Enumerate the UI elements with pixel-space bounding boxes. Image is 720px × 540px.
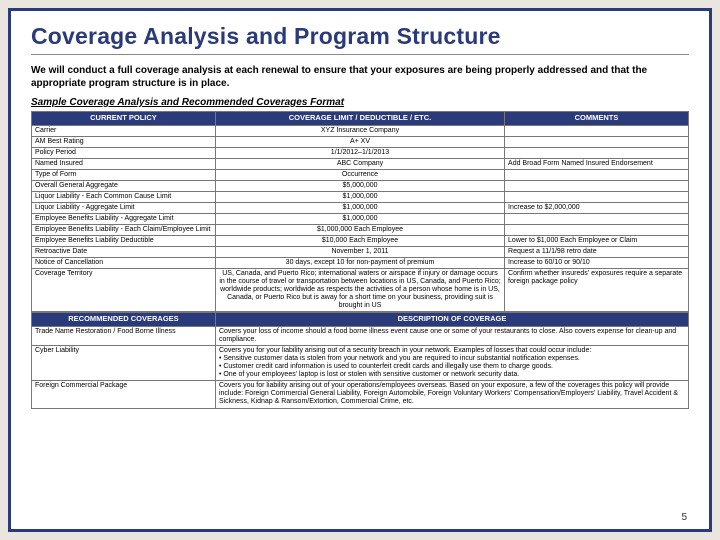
sample-caption: Sample Coverage Analysis and Recommended… xyxy=(31,97,689,108)
table-cell: Carrier xyxy=(32,125,216,136)
table-cell: $1,000,000 Each Employee xyxy=(215,225,504,236)
table-row: Policy Period1/1/2012–1/1/2013 xyxy=(32,147,689,158)
table-cell: Confirm whether insureds' exposures requ… xyxy=(505,269,689,312)
table-header: COVERAGE LIMIT / DEDUCTIBLE / ETC. xyxy=(215,112,504,126)
table-cell xyxy=(505,180,689,191)
table-cell: Increase to $2,000,000 xyxy=(505,202,689,213)
table-cell: $1,000,000 xyxy=(215,214,504,225)
table-row: Named InsuredABC CompanyAdd Broad Form N… xyxy=(32,158,689,169)
table-cell xyxy=(505,136,689,147)
table-cell xyxy=(505,147,689,158)
table-cell: Trade Name Restoration / Food Borne Illn… xyxy=(32,327,216,346)
table-cell: AM Best Rating xyxy=(32,136,216,147)
table-cell xyxy=(505,169,689,180)
table-cell: XYZ Insurance Company xyxy=(215,125,504,136)
table-cell: Covers your loss of income should a food… xyxy=(215,327,688,346)
table-cell: 30 days, except 10 for non-payment of pr… xyxy=(215,258,504,269)
table-header: RECOMMENDED COVERAGES xyxy=(32,313,216,327)
table-cell: Policy Period xyxy=(32,147,216,158)
table-cell: Add Broad Form Named Insured Endorsement xyxy=(505,158,689,169)
table-cell: Foreign Commercial Package xyxy=(32,381,216,408)
table-header: DESCRIPTION OF COVERAGE xyxy=(215,313,688,327)
table-row: Employee Benefits Liability - Each Claim… xyxy=(32,225,689,236)
table-cell: $1,000,000 xyxy=(215,202,504,213)
table-row: Liquor Liability - Each Common Cause Lim… xyxy=(32,191,689,202)
table-cell: Employee Benefits Liability - Each Claim… xyxy=(32,225,216,236)
table-cell xyxy=(505,214,689,225)
table-row: Liquor Liability - Aggregate Limit$1,000… xyxy=(32,202,689,213)
table-row: Coverage TerritoryUS, Canada, and Puerto… xyxy=(32,269,689,312)
table-cell: Overall General Aggregate xyxy=(32,180,216,191)
table-cell: Covers you for liability arising out of … xyxy=(215,381,688,408)
table-cell: Request a 11/1/98 retro date xyxy=(505,247,689,258)
table-cell: Occurrence xyxy=(215,169,504,180)
table-cell: Liquor Liability - Each Common Cause Lim… xyxy=(32,191,216,202)
recommended-table: RECOMMENDED COVERAGESDESCRIPTION OF COVE… xyxy=(31,312,689,408)
divider xyxy=(31,54,689,55)
table-row: Retroactive DateNovember 1, 2011Request … xyxy=(32,247,689,258)
page-number: 5 xyxy=(681,512,687,523)
table-cell: $1,000,000 xyxy=(215,191,504,202)
slide-frame: Coverage Analysis and Program Structure … xyxy=(8,8,712,532)
table-cell: ABC Company xyxy=(215,158,504,169)
coverage-table: CURRENT POLICYCOVERAGE LIMIT / DEDUCTIBL… xyxy=(31,111,689,312)
table-cell: Lower to $1,000 Each Employee or Claim xyxy=(505,236,689,247)
table-row: Trade Name Restoration / Food Borne Illn… xyxy=(32,327,689,346)
table-row: Notice of Cancellation30 days, except 10… xyxy=(32,258,689,269)
table-cell: Increase to 60/10 or 90/10 xyxy=(505,258,689,269)
table-row: AM Best RatingA+ XV xyxy=(32,136,689,147)
table-cell: November 1, 2011 xyxy=(215,247,504,258)
table-cell: 1/1/2012–1/1/2013 xyxy=(215,147,504,158)
table-cell: US, Canada, and Puerto Rico; internation… xyxy=(215,269,504,312)
table-cell: $10,000 Each Employee xyxy=(215,236,504,247)
table-cell xyxy=(505,191,689,202)
table-cell: Liquor Liability - Aggregate Limit xyxy=(32,202,216,213)
table-cell xyxy=(505,125,689,136)
table-cell: $5,000,000 xyxy=(215,180,504,191)
table-header: COMMENTS xyxy=(505,112,689,126)
table-cell xyxy=(505,225,689,236)
table-cell: Retroactive Date xyxy=(32,247,216,258)
table-row: Employee Benefits Liability - Aggregate … xyxy=(32,214,689,225)
table-cell: Named Insured xyxy=(32,158,216,169)
table-cell: Covers you for your liability arising ou… xyxy=(215,346,688,381)
table-cell: Coverage Territory xyxy=(32,269,216,312)
table-cell: A+ XV xyxy=(215,136,504,147)
table-cell: Cyber Liability xyxy=(32,346,216,381)
page-title: Coverage Analysis and Program Structure xyxy=(31,23,689,50)
table-cell: Type of Form xyxy=(32,169,216,180)
table-row: Employee Benefits Liability Deductible$1… xyxy=(32,236,689,247)
table-row: CarrierXYZ Insurance Company xyxy=(32,125,689,136)
table-row: Cyber LiabilityCovers you for your liabi… xyxy=(32,346,689,381)
table-cell: Notice of Cancellation xyxy=(32,258,216,269)
table-row: Type of FormOccurrence xyxy=(32,169,689,180)
table-row: Foreign Commercial PackageCovers you for… xyxy=(32,381,689,408)
intro-text: We will conduct a full coverage analysis… xyxy=(31,64,689,90)
table-row: Overall General Aggregate$5,000,000 xyxy=(32,180,689,191)
table-cell: Employee Benefits Liability - Aggregate … xyxy=(32,214,216,225)
table-cell: Employee Benefits Liability Deductible xyxy=(32,236,216,247)
table-header: CURRENT POLICY xyxy=(32,112,216,126)
